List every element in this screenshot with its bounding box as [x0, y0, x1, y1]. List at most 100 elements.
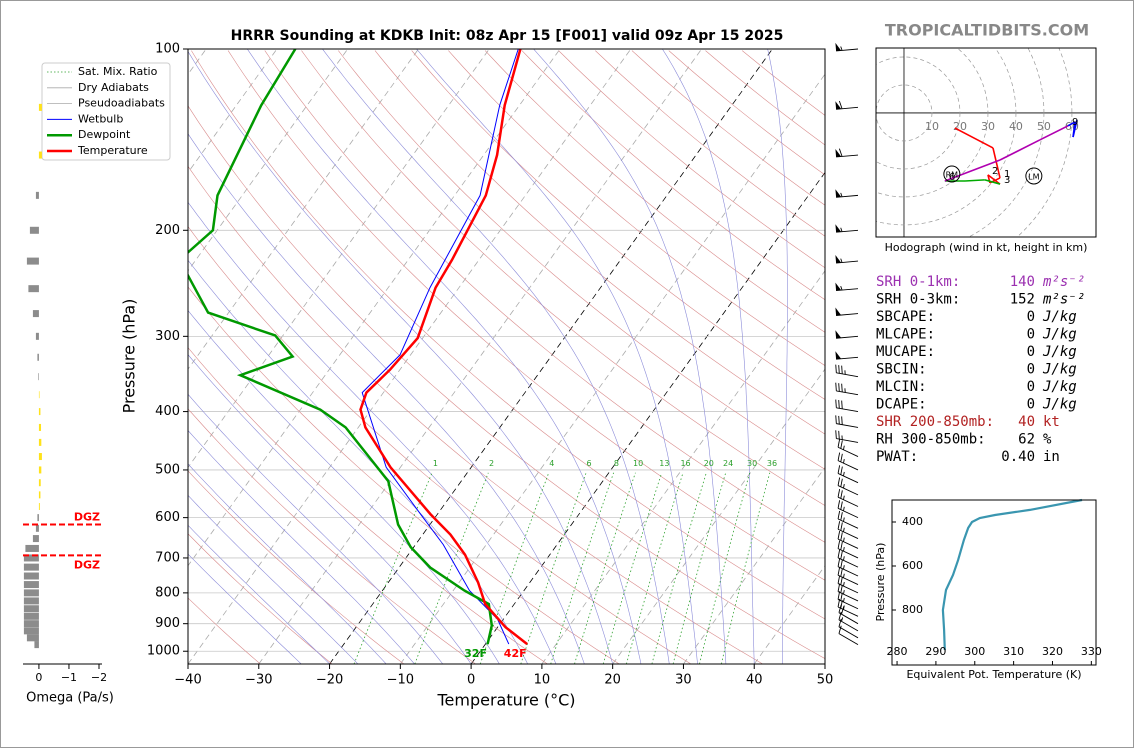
barb-full — [840, 522, 843, 531]
mixing-ratio-line — [699, 472, 751, 664]
omega-bar — [23, 554, 39, 562]
barb-full — [837, 530, 841, 540]
wind-barb — [835, 42, 859, 52]
stat-value: 62 — [1018, 432, 1035, 448]
wind-barb — [835, 415, 859, 428]
hodo-segment — [1067, 121, 1076, 127]
barb-full — [838, 148, 843, 157]
barb-staff — [837, 496, 859, 507]
y-tick-label: 800 — [155, 585, 180, 600]
stat-label: MUCAPE: — [876, 344, 935, 360]
barb-staff — [837, 606, 859, 617]
barb-half — [843, 459, 845, 464]
stat-label: MLCAPE: — [876, 327, 935, 343]
theta-e-frame — [891, 499, 1097, 666]
omega-bar — [38, 491, 41, 499]
barb-half — [843, 581, 845, 587]
barb-full — [838, 365, 840, 374]
watermark: TROPICALTIDBITS.COM — [885, 21, 1089, 40]
dry-adiabat — [595, 50, 825, 237]
barb-half — [843, 495, 845, 500]
barb-flag — [835, 307, 842, 316]
y-axis-label: Pressure (hPa) — [874, 543, 887, 622]
mixing-ratio-line — [626, 472, 684, 664]
hodo-segment — [944, 159, 1001, 182]
height-label: 9 — [1072, 117, 1078, 128]
hodo-ring-label: 40 — [1009, 120, 1023, 133]
y-axis-label: Pressure (hPa) — [120, 299, 139, 414]
barb-full — [837, 452, 841, 461]
wind-barb — [837, 465, 859, 484]
mixing-ratio-line — [479, 472, 550, 664]
barb-full — [837, 591, 841, 600]
barb-full — [837, 477, 841, 486]
wind-barb — [835, 224, 859, 233]
mixing-ratio-label: 36 — [767, 459, 777, 468]
hodo-ring — [876, 48, 989, 198]
omega-bar — [23, 627, 39, 635]
wind-barb — [837, 452, 859, 471]
barb-staff — [837, 507, 859, 519]
hodo-ring-label: 30 — [981, 120, 995, 133]
barb-full — [837, 439, 841, 448]
wind-barb — [835, 189, 859, 198]
barb-staff — [838, 626, 859, 639]
dry-adiabat — [448, 50, 825, 366]
x-tick-label: 330 — [1081, 645, 1102, 658]
omega-bar — [23, 597, 39, 605]
barb-full — [840, 512, 843, 521]
pseudoadiabat — [188, 259, 528, 664]
stat-value: 0 — [1027, 362, 1035, 378]
height-label: 1 — [1004, 169, 1010, 180]
y-tick-label: 800 — [902, 603, 923, 616]
barb-full — [840, 576, 843, 585]
barb-full — [835, 399, 837, 408]
dry-adiabat — [264, 50, 825, 543]
y-tick-label: 1000 — [147, 644, 180, 659]
stat-value: 140 — [1010, 274, 1035, 290]
omega-bar — [38, 453, 42, 461]
dry-adiabat — [188, 470, 405, 664]
hodo-ring — [876, 84, 933, 142]
dry-adiabat — [374, 50, 825, 435]
omega-bar — [35, 332, 39, 340]
barb-staff — [837, 557, 859, 568]
isotherm — [329, 49, 773, 664]
barb-full — [838, 383, 840, 392]
pseudoadiabat — [188, 524, 330, 664]
dry-adiabat — [188, 347, 548, 664]
barb-staff — [837, 528, 859, 539]
barb-half — [843, 590, 845, 595]
height-label: 3 — [1004, 175, 1010, 186]
mixing-ratio-label: 13 — [659, 459, 669, 468]
wind-barb — [835, 382, 859, 396]
dry-adiabat — [668, 50, 825, 176]
wind-barb — [835, 255, 859, 264]
hodo-ring-label: 10 — [925, 120, 939, 133]
storm-motion-marker — [1025, 167, 1043, 185]
barb-full — [840, 568, 843, 577]
omega-bar — [29, 226, 39, 234]
isotherm — [188, 49, 632, 664]
barb-full — [841, 606, 845, 615]
barb-half — [843, 517, 845, 522]
wind-barb — [837, 540, 859, 559]
hodo-segment — [984, 179, 1001, 185]
y-tick-label: 600 — [902, 559, 923, 572]
omega-bar — [38, 503, 40, 511]
legend-box — [41, 62, 171, 161]
x-tick-label: −40 — [174, 673, 201, 688]
barb-staff — [838, 612, 859, 625]
omega-bar — [38, 151, 42, 159]
wind-barb — [835, 307, 859, 316]
hodo-caption: Hodograph (wind in kt, height in km) — [885, 241, 1088, 254]
mixing-ratio-line — [672, 472, 727, 664]
barb-staff — [836, 407, 859, 413]
isotherm — [400, 73, 825, 664]
legend-label: Sat. Mix. Ratio — [78, 65, 158, 78]
wind-barb — [838, 611, 859, 632]
barb-staff — [837, 518, 859, 529]
barb-full — [837, 465, 841, 474]
stat-unit: J/kg — [1042, 327, 1077, 343]
